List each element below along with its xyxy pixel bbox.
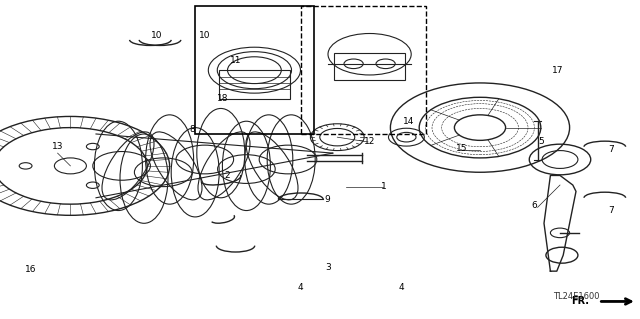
- Text: FR.: FR.: [571, 296, 589, 307]
- Text: 4: 4: [399, 283, 404, 292]
- Text: 14: 14: [403, 117, 414, 126]
- Text: 15: 15: [456, 144, 468, 153]
- Text: 12: 12: [364, 137, 376, 146]
- Text: 3: 3: [325, 263, 330, 272]
- Text: 4: 4: [298, 283, 303, 292]
- Text: TL24E1600: TL24E1600: [553, 292, 599, 301]
- Text: 9: 9: [325, 195, 330, 204]
- Text: 11: 11: [230, 56, 241, 65]
- Text: 5: 5: [538, 137, 543, 146]
- Text: 6: 6: [532, 201, 537, 210]
- Text: 17: 17: [552, 66, 564, 75]
- Text: 10: 10: [199, 31, 211, 40]
- Text: 10: 10: [151, 31, 163, 40]
- Text: 8: 8: [189, 125, 195, 134]
- Text: 16: 16: [25, 265, 36, 274]
- Text: 7: 7: [609, 145, 614, 154]
- Text: 18: 18: [217, 94, 228, 103]
- Text: 7: 7: [609, 206, 614, 215]
- Text: 2: 2: [225, 171, 230, 180]
- Text: 1: 1: [381, 182, 387, 191]
- Text: 13: 13: [52, 142, 63, 151]
